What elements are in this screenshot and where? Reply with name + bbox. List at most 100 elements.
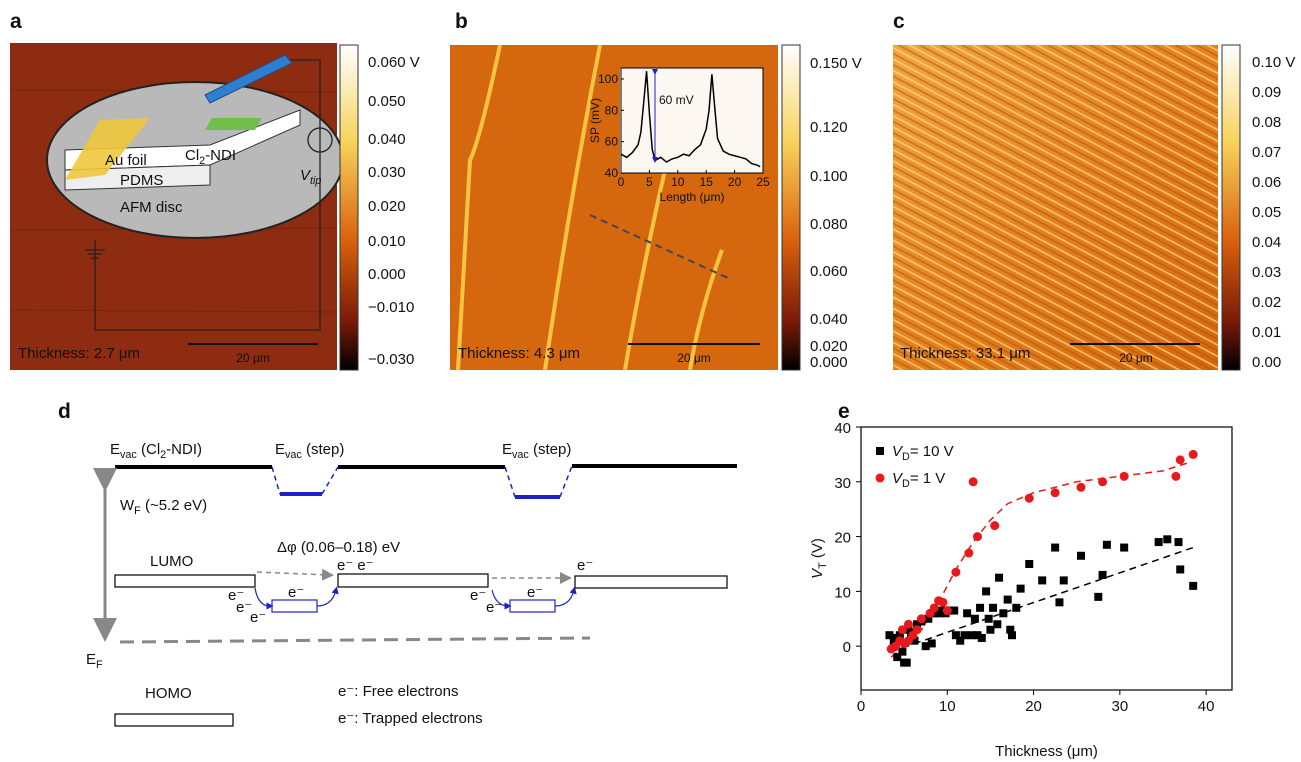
- point: [1050, 488, 1060, 498]
- point: [902, 658, 911, 667]
- colorbar-tick-label: 0.010: [368, 233, 406, 250]
- point: [929, 603, 939, 613]
- step-label-part: vac: [512, 449, 529, 461]
- delta-phi-label: Δφ (0.06–0.18) eV: [277, 539, 400, 556]
- legend-marker: [876, 447, 884, 455]
- point: [924, 614, 933, 623]
- y-tick-label: 0: [843, 639, 851, 656]
- plot-frame: [860, 426, 1233, 691]
- point: [912, 625, 922, 635]
- point: [951, 567, 961, 577]
- panel-label: d: [58, 400, 71, 423]
- vacuum-level-label-part: -NDI): [166, 441, 202, 458]
- afm-image-b: [450, 44, 778, 371]
- point: [999, 609, 1008, 618]
- point: [982, 587, 991, 596]
- colorbar-tick-label: 0.060: [810, 263, 848, 280]
- schematic-label: Au foil: [105, 152, 147, 169]
- point: [956, 636, 965, 645]
- point: [1025, 559, 1034, 568]
- point: [893, 653, 902, 662]
- point: [903, 619, 913, 629]
- legend-label-part: = 10 V: [910, 443, 954, 460]
- point: [973, 631, 982, 640]
- fit-line: [890, 546, 1194, 653]
- schematic-label-part: Cl: [185, 147, 199, 164]
- point: [951, 631, 960, 640]
- point: [1038, 576, 1047, 585]
- x-tick-label: 40: [1198, 698, 1215, 715]
- schematic-label-part: tip: [310, 175, 321, 187]
- point: [938, 597, 948, 607]
- point: [891, 633, 900, 642]
- inset-annotation: 60 mV: [659, 93, 694, 107]
- vacuum-level-label: Evac (Cl2-NDI): [110, 441, 202, 461]
- scale-bar-label: 20 μm: [236, 351, 270, 365]
- point: [1006, 625, 1015, 634]
- point: [967, 631, 976, 640]
- vacuum-level-label-part: vac: [120, 449, 137, 461]
- schematic-label: Cl2-NDI: [185, 147, 236, 167]
- electron-label: e⁻: [527, 584, 543, 601]
- fermi-label-part: F: [96, 659, 103, 671]
- electron-label: e⁻: [236, 599, 252, 616]
- point: [913, 620, 922, 629]
- point: [897, 625, 907, 635]
- inset-x-tick-label: 0: [618, 175, 625, 189]
- point: [1171, 471, 1181, 481]
- colorbar-tick-label: −0.030: [368, 351, 414, 368]
- point: [898, 647, 907, 656]
- thickness-label: Thickness: 33.1 μm: [900, 345, 1030, 362]
- point: [921, 642, 930, 651]
- vacuum-level-label-part: E: [110, 441, 120, 458]
- colorbar-tick-label: 0.050: [368, 93, 406, 110]
- point: [1102, 540, 1111, 549]
- inset-y-tick-label: 100: [598, 72, 618, 86]
- colorbar-tick-label: 0.080: [810, 216, 848, 233]
- electron-label: e⁻: [577, 557, 593, 574]
- point: [976, 603, 985, 612]
- panel-label: e: [838, 400, 850, 423]
- inset-x-tick-label: 20: [728, 175, 742, 189]
- point: [986, 625, 995, 634]
- point: [1012, 603, 1021, 612]
- x-axis-label: Thickness (μm): [995, 743, 1098, 760]
- work-function-label: WF (~5.2 eV): [120, 497, 207, 517]
- electron-label: e⁻: [228, 587, 244, 604]
- thickness-label: Thickness: 4.3 μm: [458, 345, 580, 362]
- point: [1119, 471, 1129, 481]
- legend-label-part: D: [902, 451, 910, 463]
- marks: [885, 449, 1198, 667]
- point: [1189, 581, 1198, 590]
- point: [1154, 538, 1163, 547]
- colorbar-tick-label: 0.100: [810, 168, 848, 185]
- y-tick-label: 10: [834, 584, 851, 601]
- electron-label: e⁻: [470, 587, 486, 604]
- colorbar-tick-label: 0.060 V: [368, 54, 420, 71]
- point: [1174, 538, 1183, 547]
- electron-label: e⁻: [288, 584, 304, 601]
- fermi-label-part: E: [86, 651, 96, 668]
- lumo-label: LUMO: [150, 553, 193, 570]
- point: [1059, 576, 1068, 585]
- point: [1094, 592, 1103, 601]
- colorbar-tick-label: 0.03: [1252, 264, 1281, 281]
- x-tick-label: 30: [1111, 698, 1128, 715]
- point: [990, 521, 1000, 531]
- colorbar-tick-label: 0.05: [1252, 204, 1281, 221]
- legend-entry: e⁻: Free electrons: [338, 683, 458, 700]
- inset-y-tick-label: 40: [605, 166, 619, 180]
- schematic-label-part: -NDI: [205, 147, 236, 164]
- panel-label: c: [893, 10, 905, 33]
- inset-frame: [620, 67, 764, 174]
- point: [895, 631, 904, 640]
- point: [1176, 565, 1185, 574]
- colorbar-tick-label: 0.020: [810, 338, 848, 355]
- step-label: Evac (step): [502, 441, 571, 461]
- inset-x-tick-label: 5: [646, 175, 653, 189]
- electron-label: e⁻: [250, 609, 266, 626]
- y-axis-label-part: V: [809, 567, 826, 579]
- homo-label: HOMO: [145, 685, 192, 702]
- legend-label-part: = 1 V: [910, 470, 945, 487]
- point: [977, 633, 986, 642]
